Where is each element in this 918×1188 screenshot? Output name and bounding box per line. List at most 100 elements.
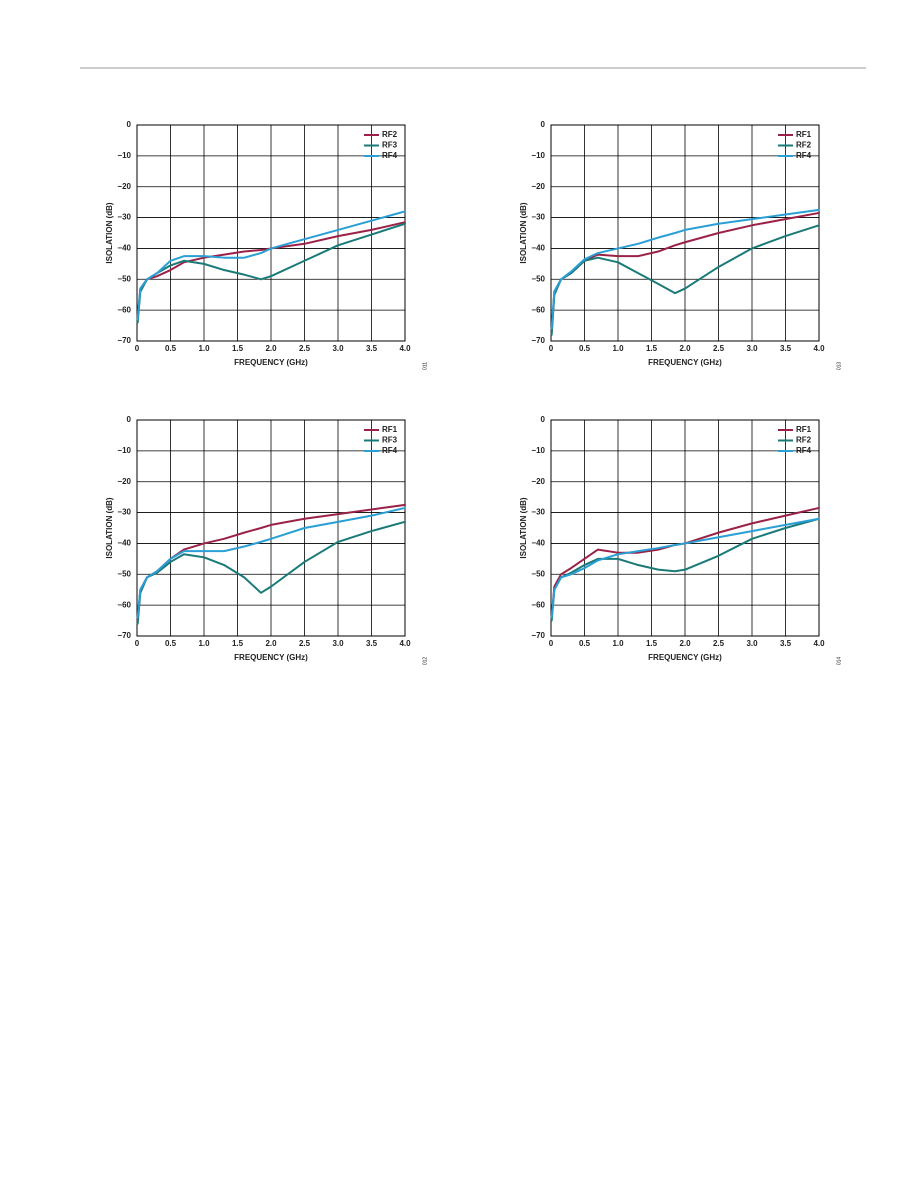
x-tick-label: 0.5: [579, 639, 591, 648]
x-tick-label: 2.0: [679, 344, 691, 353]
y-tick-label: −40: [531, 539, 545, 548]
figure-code: 014: [836, 657, 842, 666]
x-tick-label: 2.5: [713, 639, 725, 648]
x-tick-label: 2.5: [299, 344, 311, 353]
legend-label: RF1: [796, 130, 812, 139]
plot-frame: [550, 124, 820, 342]
x-tick-label: 1.0: [198, 639, 210, 648]
y-tick-label: −50: [531, 274, 545, 283]
series-line: [136, 506, 406, 619]
x-tick-label: 3.0: [332, 639, 344, 648]
x-tick-label: 1.5: [232, 639, 244, 648]
y-axis-label: ISOLATION (dB): [519, 202, 528, 264]
x-tick-label: 3.5: [366, 344, 378, 353]
y-tick-label: −30: [117, 213, 131, 222]
y-tick-label: −70: [531, 336, 545, 345]
legend-label: RF4: [382, 446, 398, 455]
series-line: [136, 210, 406, 321]
x-tick-label: 4.0: [813, 639, 825, 648]
series-line: [550, 208, 820, 330]
x-tick-label: 3.5: [366, 639, 378, 648]
x-axis-label: FREQUENCY (GHz): [648, 358, 722, 367]
legend-label: RF3: [382, 436, 398, 445]
y-tick-label: −60: [531, 600, 545, 609]
x-tick-label: 1.0: [612, 639, 624, 648]
legend-label: RF1: [796, 425, 812, 434]
legend-label: RF2: [796, 436, 812, 445]
x-tick-label: 2.5: [299, 639, 311, 648]
x-tick-label: 0: [549, 344, 554, 353]
plot-frame: [550, 419, 820, 637]
y-tick-label: 0: [541, 120, 546, 129]
y-tick-label: −70: [117, 336, 131, 345]
y-tick-label: −10: [531, 151, 545, 160]
x-tick-label: 2.5: [713, 344, 725, 353]
y-tick-label: 0: [127, 120, 132, 129]
x-tick-label: 0.5: [165, 639, 177, 648]
plot-frame: [136, 124, 406, 342]
x-tick-label: 3.0: [746, 344, 758, 353]
x-tick-label: 0.5: [579, 344, 591, 353]
y-tick-label: −30: [531, 213, 545, 222]
x-axis-label: FREQUENCY (GHz): [234, 653, 308, 662]
plot-frame: [136, 419, 406, 637]
y-tick-label: −10: [117, 446, 131, 455]
x-tick-label: 4.0: [399, 344, 411, 353]
y-tick-label: −20: [117, 182, 131, 191]
figure-code: 013: [836, 362, 842, 371]
figure-code: 012: [422, 657, 428, 666]
y-tick-label: −40: [117, 244, 131, 253]
series-line: [550, 506, 820, 619]
x-tick-label: 4.0: [399, 639, 411, 648]
legend-label: RF4: [382, 151, 398, 160]
x-tick-label: 0.5: [165, 344, 177, 353]
figure-code: 011: [422, 362, 428, 370]
y-tick-label: −10: [117, 151, 131, 160]
y-tick-label: −60: [117, 600, 131, 609]
y-tick-label: −30: [117, 508, 131, 517]
legend-label: RF2: [382, 130, 398, 139]
legend-label: RF2: [796, 141, 812, 150]
x-axis-label: FREQUENCY (GHz): [234, 358, 308, 367]
x-tick-label: 3.0: [746, 639, 758, 648]
legend-label: RF4: [796, 446, 812, 455]
y-axis-label: ISOLATION (dB): [105, 202, 114, 264]
x-tick-label: 1.5: [646, 344, 658, 353]
y-tick-label: −60: [531, 305, 545, 314]
y-tick-label: −30: [531, 508, 545, 517]
x-tick-label: 1.5: [232, 344, 244, 353]
x-tick-label: 0: [135, 344, 140, 353]
y-tick-label: −60: [117, 305, 131, 314]
y-tick-label: −20: [117, 477, 131, 486]
x-tick-label: 2.0: [265, 344, 277, 353]
x-tick-label: 1.5: [646, 639, 658, 648]
y-tick-label: −50: [117, 569, 131, 578]
x-tick-label: 1.0: [198, 344, 210, 353]
legend-label: RF4: [796, 151, 812, 160]
y-axis-label: ISOLATION (dB): [519, 497, 528, 559]
y-tick-label: −40: [531, 244, 545, 253]
legend-label: RF1: [382, 425, 398, 434]
y-tick-label: −50: [531, 569, 545, 578]
x-tick-label: 0: [135, 639, 140, 648]
y-tick-label: 0: [127, 415, 132, 424]
x-tick-label: 2.0: [679, 639, 691, 648]
x-tick-label: 0: [549, 639, 554, 648]
y-tick-label: −20: [531, 477, 545, 486]
legend-label: RF3: [382, 141, 398, 150]
y-tick-label: −50: [117, 274, 131, 283]
x-axis-label: FREQUENCY (GHz): [648, 653, 722, 662]
y-tick-label: −70: [531, 631, 545, 640]
x-tick-label: 3.0: [332, 344, 344, 353]
y-tick-label: 0: [541, 415, 546, 424]
x-tick-label: 2.0: [265, 639, 277, 648]
x-tick-label: 1.0: [612, 344, 624, 353]
y-tick-label: −20: [531, 182, 545, 191]
series-line: [550, 517, 820, 619]
x-tick-label: 3.5: [780, 344, 792, 353]
x-tick-label: 3.5: [780, 639, 792, 648]
y-axis-label: ISOLATION (dB): [105, 497, 114, 559]
y-tick-label: −10: [531, 446, 545, 455]
x-tick-label: 4.0: [813, 344, 825, 353]
